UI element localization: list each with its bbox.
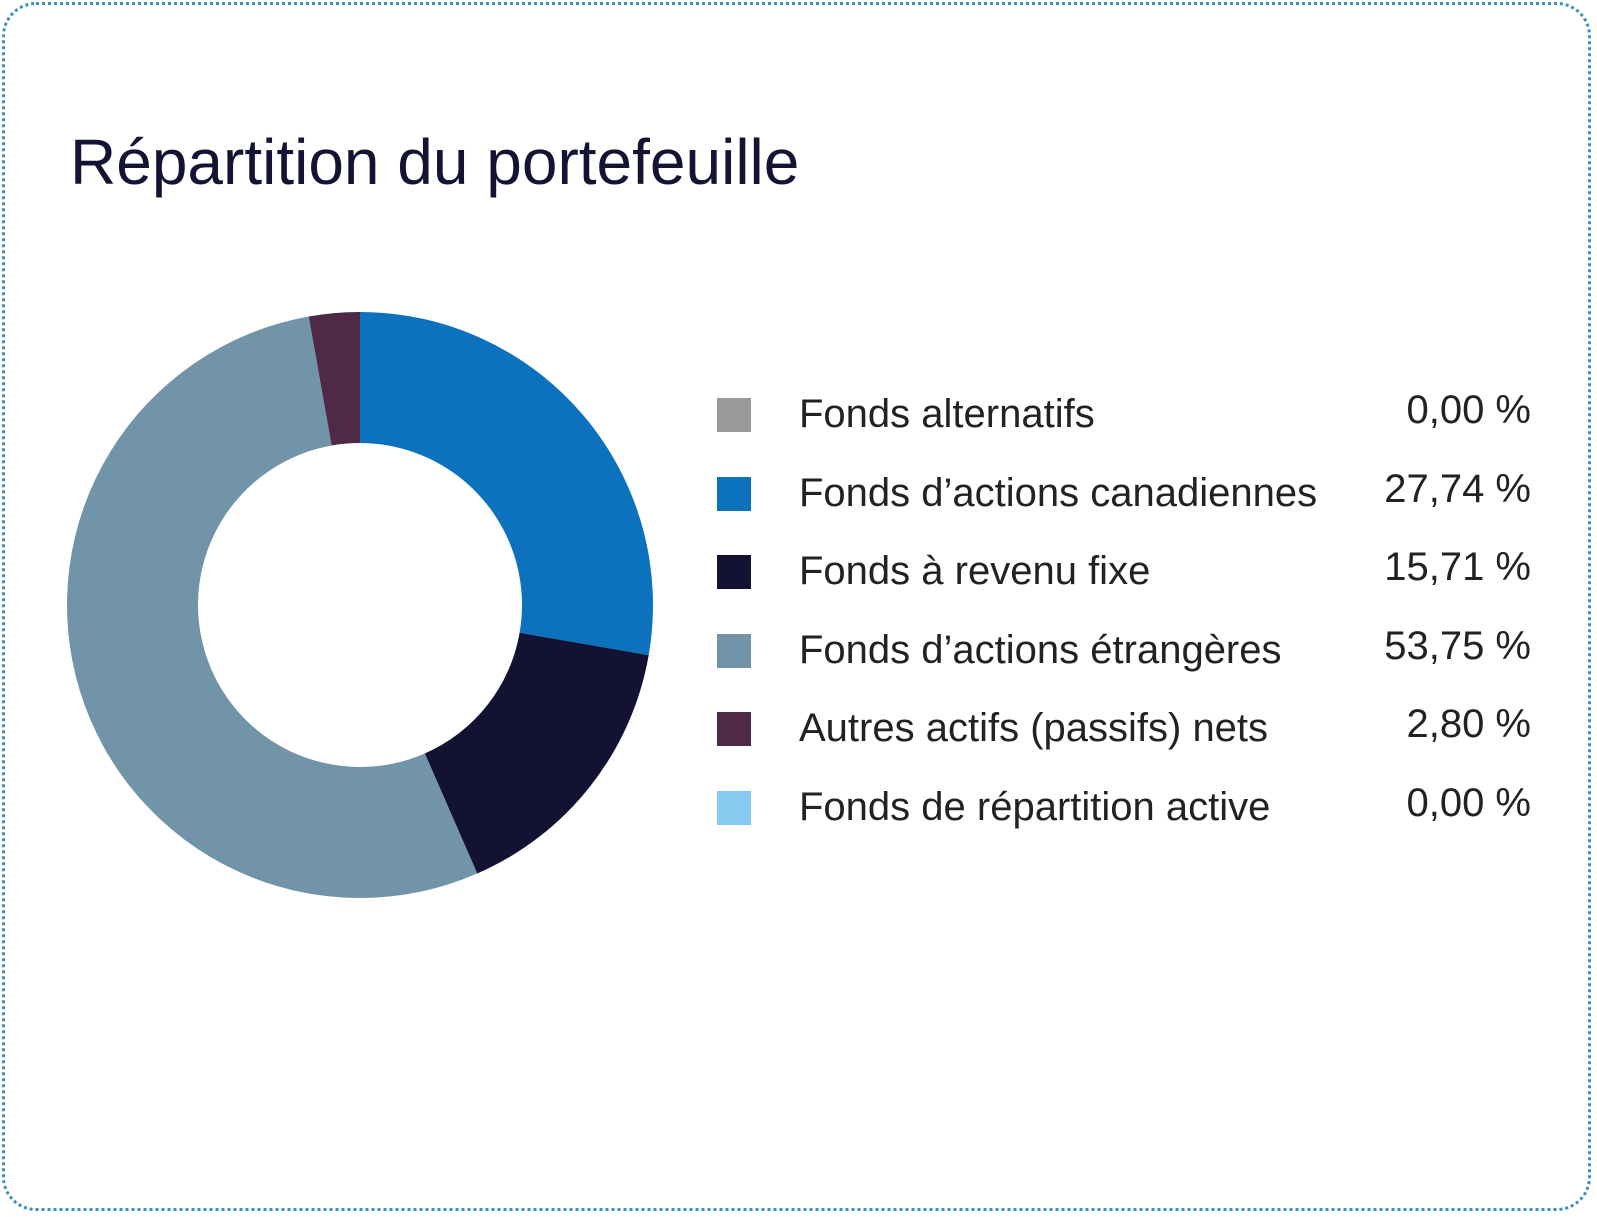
legend-label: Fonds alternatifs	[799, 392, 1095, 436]
chart-title: Répartition du portefeuille	[70, 126, 800, 198]
donut-slice-fonds-à-revenu-fixe	[424, 632, 649, 874]
chart-legend: Fonds alternatifs 0,00 % Fonds d’actions…	[717, 383, 1531, 855]
legend-swatch	[717, 476, 751, 511]
legend-label: Fonds de répartition active	[799, 784, 1271, 829]
legend-item-fonds-actions-etrangeres: Fonds d’actions étrangères 53,75 %	[717, 619, 1531, 698]
legend-value: 27,74 %	[1384, 466, 1531, 511]
legend-value: 53,75 %	[1384, 623, 1531, 668]
legend-label: Fonds d’actions canadiennes	[799, 470, 1318, 515]
donut-slice-autres-actifs-passifs-nets	[308, 312, 360, 446]
legend-value: 0,00 %	[1406, 780, 1531, 825]
legend-item-autres-actifs: Autres actifs (passifs) nets 2,80 %	[717, 697, 1531, 776]
legend-value: 2,80 %	[1406, 702, 1531, 747]
legend-label: Fonds d’actions étrangères	[799, 627, 1282, 672]
donut-chart	[67, 312, 653, 898]
legend-swatch	[717, 633, 751, 668]
legend-swatch	[717, 790, 751, 825]
legend-item-fonds-alternatifs: Fonds alternatifs 0,00 %	[717, 383, 1531, 462]
legend-value: 0,00 %	[1406, 388, 1531, 432]
legend-swatch	[717, 555, 751, 590]
legend-label: Fonds à revenu fixe	[799, 549, 1151, 594]
legend-swatch	[717, 712, 751, 747]
legend-item-fonds-revenu-fixe: Fonds à revenu fixe 15,71 %	[717, 540, 1531, 619]
legend-value: 15,71 %	[1384, 545, 1531, 590]
legend-item-fonds-repartition-active: Fonds de répartition active 0,00 %	[717, 776, 1531, 855]
donut-slice-fonds-d-actions-canadiennes	[360, 312, 653, 656]
donut-slice-fonds-d-actions-étrangères	[67, 316, 478, 898]
legend-item-fonds-actions-canadiennes: Fonds d’actions canadiennes 27,74 %	[717, 462, 1531, 541]
legend-label: Autres actifs (passifs) nets	[799, 706, 1269, 751]
legend-swatch	[717, 398, 751, 432]
